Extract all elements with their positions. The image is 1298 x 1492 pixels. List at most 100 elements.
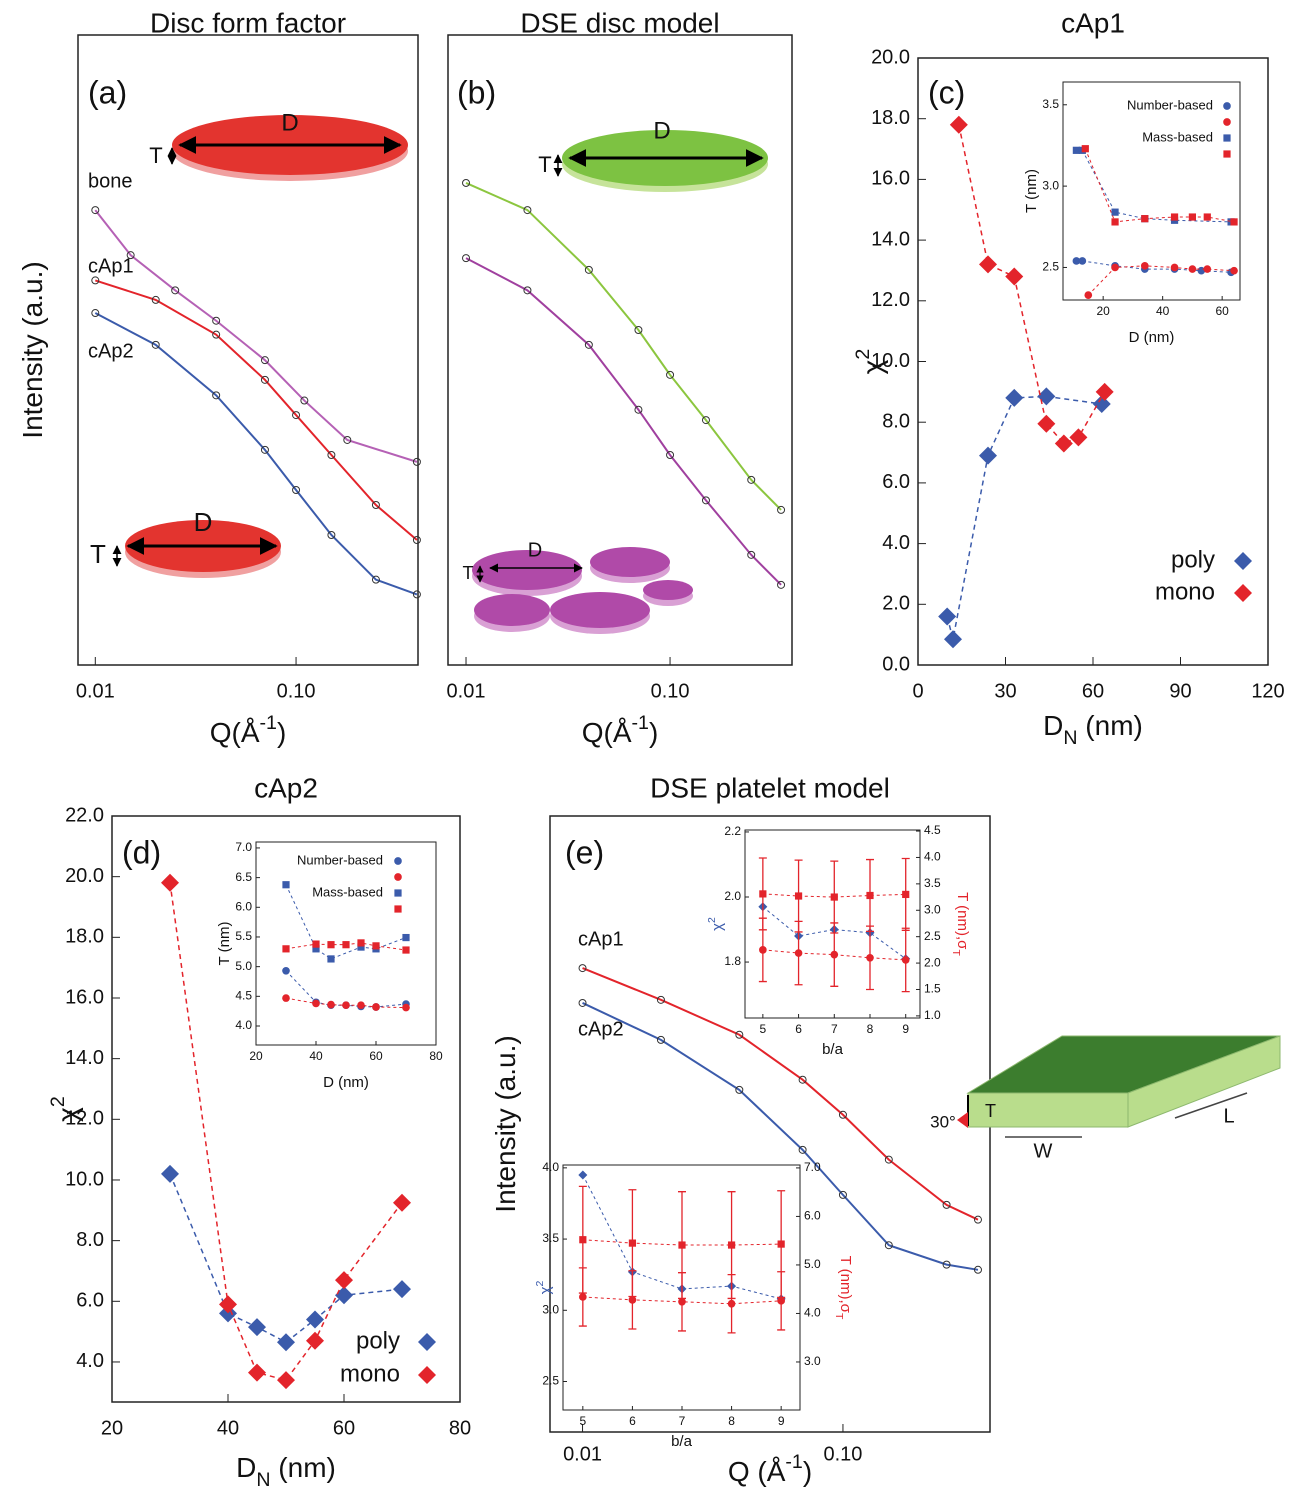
x-tick-label: 0.10 — [651, 680, 690, 702]
point — [1037, 414, 1056, 433]
legend-marker — [1223, 150, 1231, 158]
point — [343, 435, 352, 444]
point — [1230, 218, 1238, 226]
y-tick-label: 22.0 — [65, 804, 104, 826]
point — [292, 411, 301, 420]
y-tick-label: 7.0 — [235, 840, 252, 854]
y-tick-label: 3.0 — [542, 1302, 559, 1316]
l-line — [1174, 1092, 1248, 1119]
point — [462, 254, 471, 263]
point — [759, 946, 767, 954]
label-part: χ — [709, 923, 726, 931]
point — [584, 265, 593, 274]
shape-label: W — [1034, 1140, 1053, 1162]
y-axis-label: Intensity (a.u.) — [490, 1035, 521, 1212]
point — [1141, 215, 1149, 223]
label-part: b/a — [671, 1433, 693, 1450]
point — [260, 375, 269, 384]
x-axis-label: b/a — [822, 1041, 844, 1058]
label-part: ) — [649, 717, 658, 748]
legend-label: mono — [1155, 578, 1215, 605]
point — [91, 276, 100, 285]
y-tick-label: 14.0 — [65, 1047, 104, 1069]
point — [1188, 265, 1197, 273]
y2-tick-label: 2.0 — [924, 955, 941, 969]
y-tick-label: 20.0 — [65, 865, 104, 887]
legend-marker — [1234, 552, 1252, 570]
point — [327, 531, 336, 540]
point — [327, 451, 336, 459]
chart-title: Disc form factor — [150, 7, 346, 38]
point — [678, 1297, 686, 1306]
point — [292, 486, 301, 495]
point — [372, 942, 380, 950]
point — [634, 326, 643, 335]
shape-label: T — [538, 152, 551, 177]
x-axis-label: DN (nm) — [236, 1452, 336, 1491]
y-tick-label: 12.0 — [871, 289, 910, 311]
x-tick-label: 60 — [1082, 680, 1104, 702]
point — [1072, 257, 1081, 265]
disc-top — [590, 547, 670, 577]
x-tick-label: 40 — [1156, 304, 1170, 318]
x-tick-label: 80 — [429, 1049, 443, 1063]
point — [357, 943, 365, 951]
y2-tick-label: 3.0 — [804, 1354, 821, 1368]
chart-title: cAp1 — [1061, 7, 1125, 38]
chart-title: DSE disc model — [520, 7, 719, 38]
point — [830, 893, 838, 901]
y-tick-label: 14.0 — [871, 228, 910, 250]
x-tick-label: 120 — [1251, 680, 1284, 702]
x-tick-label: 60 — [333, 1417, 355, 1439]
y-axis-label: T (nm) — [216, 922, 233, 966]
point — [260, 445, 269, 454]
legend-label: Mass-based — [1142, 129, 1213, 144]
point — [944, 630, 962, 649]
y2-tick-label: 7.0 — [804, 1160, 821, 1174]
x-tick-label: 40 — [309, 1049, 323, 1063]
point — [371, 501, 380, 510]
point — [91, 309, 100, 318]
point — [277, 1333, 295, 1352]
x-tick-label: 9 — [902, 1022, 909, 1036]
y-tick-label: 8.0 — [76, 1229, 104, 1251]
angle-mark — [957, 1112, 968, 1128]
y-tick-label: 2.5 — [1042, 260, 1059, 274]
x-tick-label: 0.01 — [563, 1443, 602, 1465]
x-tick-label: 0.10 — [823, 1443, 862, 1465]
point — [342, 1001, 350, 1010]
point — [402, 946, 410, 954]
y-tick-label: 3.0 — [1042, 178, 1059, 192]
point — [357, 1001, 365, 1010]
shape-label: T — [463, 563, 474, 583]
x-tick-label: 40 — [217, 1417, 239, 1439]
point — [727, 1299, 736, 1308]
x-axis-label: D (nm) — [323, 1074, 369, 1091]
point — [248, 1363, 266, 1382]
point — [91, 206, 100, 215]
x-tick-label: 6 — [795, 1022, 802, 1036]
point — [219, 1304, 237, 1323]
point — [277, 1371, 295, 1390]
shape-label: D — [194, 507, 213, 537]
point — [866, 891, 874, 900]
point — [838, 1110, 847, 1119]
label-part: ) — [803, 1456, 812, 1487]
label-part: Intensity (a.u.) — [17, 261, 48, 438]
y2-axis-label: T (nm),σT — [833, 1256, 854, 1320]
y2-tick-label: 3.5 — [924, 876, 941, 890]
chart-title: DSE platelet model — [650, 772, 890, 803]
point — [735, 1030, 744, 1039]
point — [260, 356, 269, 365]
shape-label: 30° — [930, 1112, 956, 1131]
y-tick-label: 10.0 — [871, 350, 910, 372]
panel-label: (e) — [565, 834, 604, 870]
y-tick-label: 18.0 — [871, 107, 910, 129]
point — [678, 1241, 686, 1249]
disc-top — [474, 594, 550, 626]
y2-tick-label: 3.0 — [924, 902, 941, 916]
label-part: Q(Å — [210, 717, 260, 748]
label-part: Intensity (a.u.) — [490, 1035, 521, 1212]
label-part: D — [1043, 710, 1063, 741]
